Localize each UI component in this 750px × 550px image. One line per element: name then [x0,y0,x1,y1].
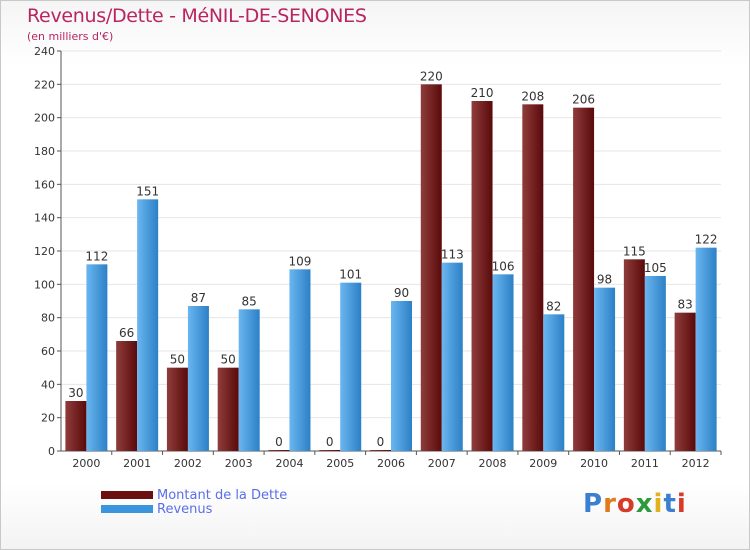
logo-letter: i [653,489,664,519]
proxiti-logo: Proxiti [583,489,687,519]
data-label-dette-2011: 115 [623,244,646,258]
data-label-dette-2000: 30 [68,386,83,400]
x-tick-label: 2011 [631,457,659,470]
logo-letter: r [603,489,617,519]
bar-revenus-2003 [238,309,260,451]
bar-dette-2010 [573,107,595,452]
logo-letter: P [583,489,604,519]
y-tick-label: 20 [41,412,55,425]
data-label-revenus-2010: 98 [597,273,612,287]
data-labels: 30 112 66 151 50 87 50 85 0 109 0 101 0 90 220 113 210 10… [68,69,717,449]
y-tick-label: 0 [48,445,55,458]
legend-swatch-dette [101,491,153,499]
x-tick-label: 2006 [377,457,405,470]
data-label-revenus-2001: 151 [136,184,159,198]
x-tick-label: 2001 [123,457,151,470]
bar-revenus-2009 [543,314,565,451]
y-tick-label: 80 [41,312,55,325]
x-tick-label: 2008 [479,457,507,470]
y-tick-label: 140 [34,212,55,225]
data-label-revenus-2002: 87 [191,291,206,305]
x-tick-label: 2005 [326,457,354,470]
chart-title: Revenus/Dette - MéNIL-DE-SENONES [27,5,367,27]
axes: 0 20 40 60 80 100 120 140 160 180 200 220 240 2000 200… [34,45,722,470]
data-label-dette-2003: 50 [221,353,236,367]
x-tick-label: 2010 [580,457,608,470]
data-label-dette-2009: 208 [521,89,544,103]
data-label-dette-2005: 0 [326,435,334,449]
x-tick-label: 2004 [275,457,303,470]
y-tick-label: 200 [34,112,55,125]
y-tick-label: 220 [34,78,55,91]
legend-label-revenus: Revenus [157,501,213,517]
x-tick-label: 2012 [682,457,710,470]
bar-dette-2012 [674,312,696,451]
logo-letter: i [676,489,687,519]
data-label-dette-2002: 50 [170,353,185,367]
legend-item-revenus: Revenus [101,501,212,517]
data-label-revenus-2012: 122 [695,233,718,247]
legend-item-dette: Montant de la Dette [101,487,287,503]
bar-revenus-2006 [391,301,412,451]
data-label-revenus-2004: 109 [289,254,312,268]
logo-letter: t [663,489,677,519]
bar-dette-2007 [420,84,442,451]
x-tick-label: 2002 [174,457,202,470]
data-label-revenus-2011: 105 [644,261,667,275]
bar-revenus-2001 [137,199,159,451]
legend-swatch-revenus [101,505,153,513]
bar-revenus-2002 [187,306,209,451]
bar-dette-2004 [268,450,290,451]
y-tick-label: 120 [34,245,55,258]
data-label-revenus-2007: 113 [441,248,464,262]
chart-subtitle: (en milliers d'€) [27,30,114,43]
bar-revenus-2012 [695,247,717,451]
logo-letter: o [616,489,636,519]
data-label-revenus-2009: 82 [546,299,561,313]
bar-revenus-2011 [644,276,666,451]
y-tick-label: 180 [34,145,55,158]
bar-revenus-2005 [340,282,362,451]
logo-letter: x [635,489,654,519]
bar-dette-2003 [217,367,239,451]
x-tick-label: 2000 [72,457,100,470]
bar-revenus-2000 [86,264,108,451]
x-tick-label: 2007 [428,457,456,470]
data-label-revenus-2006: 90 [394,286,409,300]
bar-dette-2002 [166,367,188,451]
bar-dette-2001 [116,341,138,451]
data-label-revenus-2003: 85 [242,294,257,308]
bar-dette-2008 [471,101,493,451]
bars [65,84,717,452]
data-label-revenus-2000: 112 [85,249,108,263]
data-label-dette-2004: 0 [275,435,283,449]
bar-dette-2005 [319,450,341,451]
bar-revenus-2010 [594,287,616,451]
data-label-dette-2012: 83 [677,298,692,312]
y-tick-label: 240 [34,45,55,58]
bar-dette-2006 [370,450,391,451]
data-label-dette-2008: 210 [471,86,494,100]
y-tick-label: 60 [41,345,55,358]
x-tick-label: 2003 [225,457,253,470]
bar-revenus-2007 [441,262,463,451]
x-tick-label: 2009 [529,457,557,470]
legend-label-dette: Montant de la Dette [157,487,288,503]
data-label-dette-2001: 66 [119,326,134,340]
y-tick-label: 160 [34,178,55,191]
y-tick-label: 100 [34,278,55,291]
data-label-dette-2006: 0 [377,435,385,449]
bar-revenus-2004 [289,269,311,451]
data-label-dette-2007: 220 [420,69,443,83]
bar-revenus-2008 [492,274,514,451]
bar-dette-2011 [623,259,645,451]
bar-dette-2000 [65,401,87,451]
bar-dette-2009 [522,104,544,451]
y-tick-label: 40 [41,378,55,391]
data-label-dette-2010: 206 [572,93,595,107]
data-label-revenus-2005: 101 [339,268,362,282]
data-label-revenus-2008: 106 [492,259,515,273]
